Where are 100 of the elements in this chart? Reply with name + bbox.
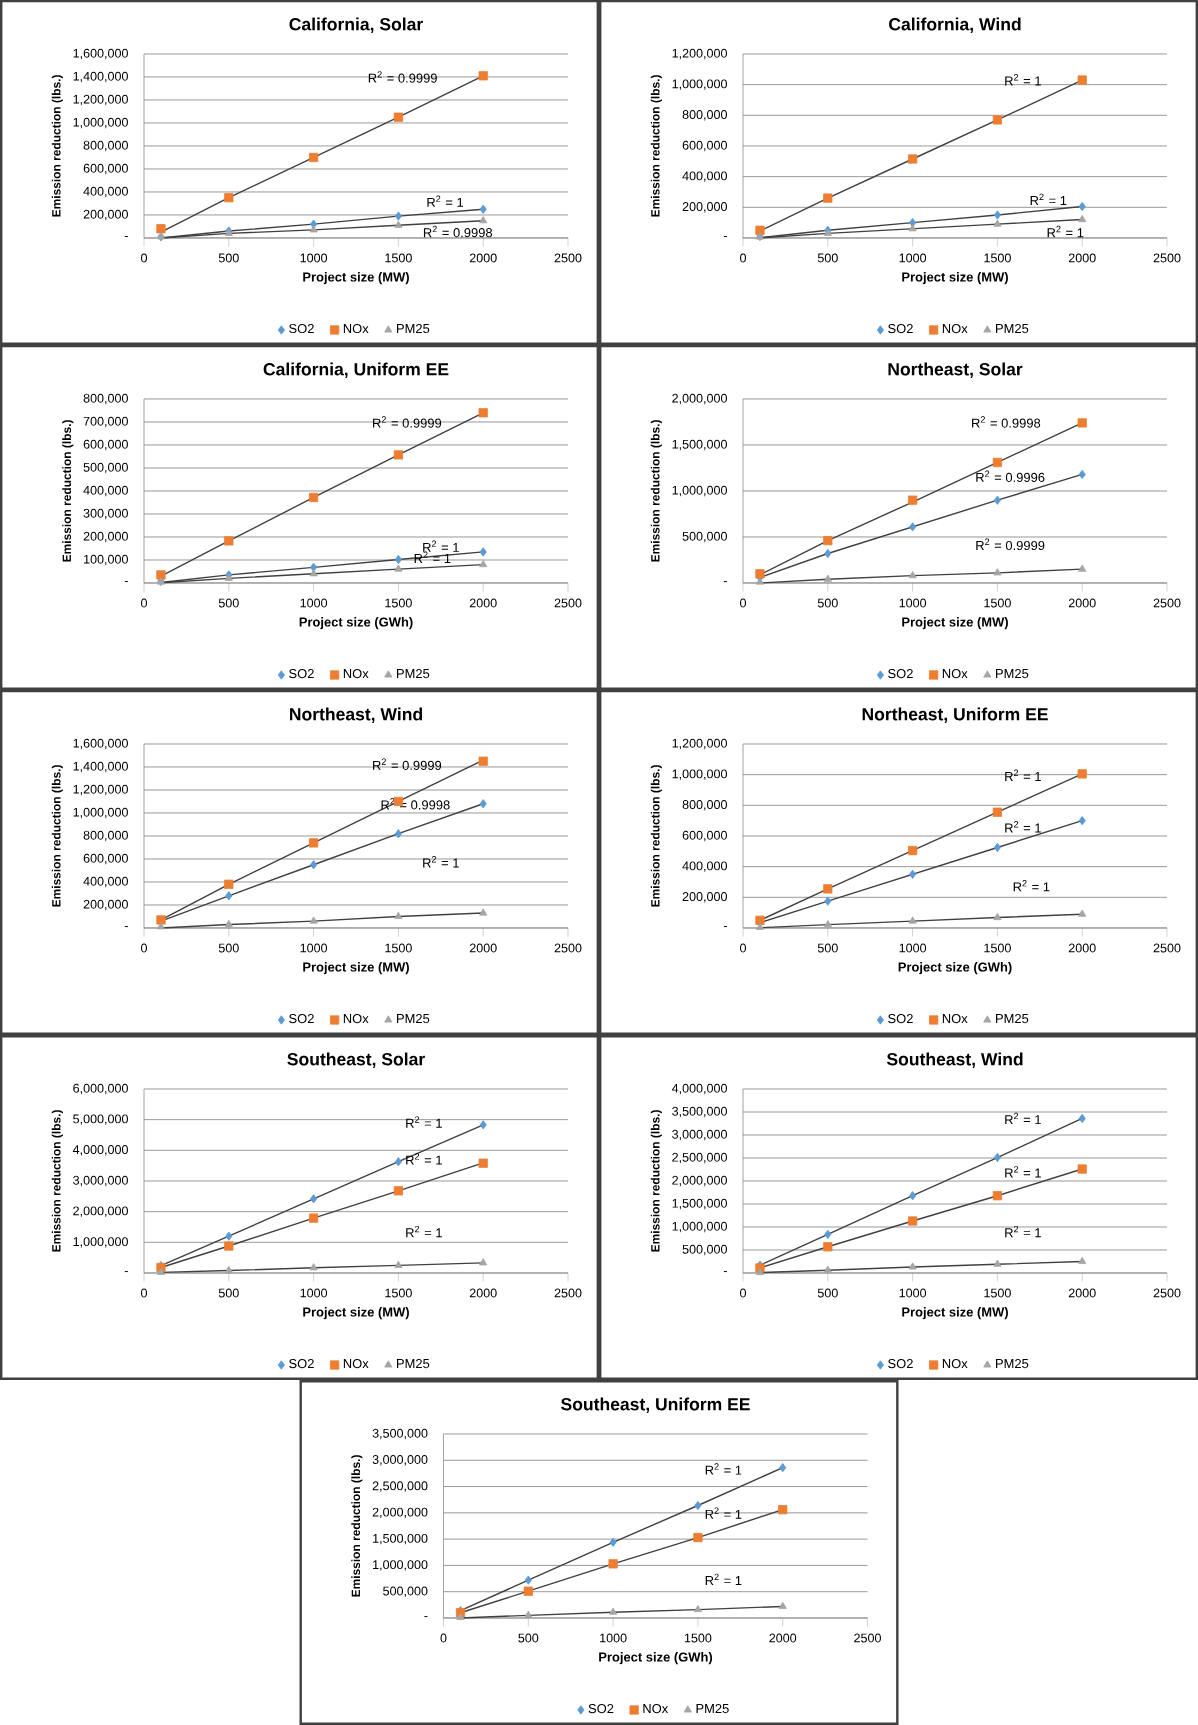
x-tick-label: 1500 — [385, 598, 412, 608]
chart-title: California, Solar — [289, 17, 423, 33]
y-tick-label: 1,000,000 — [73, 1237, 128, 1248]
y-tick-label: 400,000 — [682, 171, 727, 182]
x-tick-label: 1000 — [300, 943, 328, 953]
y-tick-label: 800,000 — [682, 800, 727, 811]
annotation: R$^{2}$ = 1 — [406, 1225, 442, 1238]
y-tick-label: 500,000 — [83, 462, 128, 474]
y-axis-title: Emission reduction (lbs.) — [351, 1455, 363, 1597]
x-tick-label: 1500 — [684, 1633, 712, 1643]
y-tick-label: 200,000 — [682, 892, 727, 903]
x-tick-label: 0 — [740, 253, 747, 263]
x-tick-label: 2000 — [1068, 1288, 1096, 1298]
y-tick-label: 2,000,000 — [672, 1175, 727, 1187]
x-tick-label: 0 — [440, 1633, 447, 1643]
x-tick-label: 0 — [141, 598, 148, 608]
annotation: R$^{2}$ = 0.9999 — [373, 758, 442, 770]
annotation: R$^{2}$ = 0.9999 — [373, 416, 442, 428]
legend-label: NOx — [643, 1703, 669, 1714]
x-tick-label: 1500 — [385, 1288, 412, 1298]
y-axis-title: Emission reduction (lbs.) — [650, 420, 662, 562]
y-tick-label: 1,200,000 — [73, 94, 128, 106]
y-tick-label: 200,000 — [682, 202, 727, 213]
x-tick-label: 1000 — [300, 1288, 328, 1298]
annotation: R$^{2}$ = 1 — [705, 1507, 742, 1519]
x-tick-label: 2500 — [1153, 943, 1181, 953]
legend-label: SO2 — [888, 1013, 913, 1024]
annotation: R$^{2}$ = 1 — [406, 1116, 442, 1128]
annotation: R$^{2}$ = 1 — [1047, 225, 1084, 238]
chart-title: California, Wind — [889, 17, 1021, 33]
x-axis-title: Project size (GWh) — [299, 617, 413, 630]
y-tick-label: 800,000 — [83, 830, 128, 842]
y-tick-label: 500,000 — [682, 1244, 727, 1256]
annotation: R$^{2}$ = 1 — [423, 856, 459, 868]
y-tick-label: 1,400,000 — [73, 761, 128, 773]
legend-label: SO2 — [289, 1359, 314, 1369]
y-tick-label: 3,000,000 — [672, 1129, 727, 1141]
y-tick-label: 1,600,000 — [73, 738, 128, 750]
x-tick-label: 500 — [218, 943, 239, 953]
x-tick-label: 500 — [218, 1288, 239, 1298]
legend-label: PM25 — [696, 1703, 729, 1714]
x-tick-label: 1000 — [899, 943, 927, 953]
annotation: R$^{2}$ = 1 — [705, 1463, 742, 1475]
annotation: R$^{2}$ = 1 — [1005, 769, 1041, 781]
x-axis-title: Project size (MW) — [902, 1307, 1008, 1320]
y-tick-label: 1,200,000 — [672, 738, 727, 750]
chart-title: Northeast, Uniform EE — [862, 707, 1048, 723]
legend-label: PM25 — [996, 668, 1029, 679]
x-tick-label: 2000 — [469, 598, 497, 608]
y-tick-label: 500,000 — [383, 1586, 428, 1597]
y-tick-label: 100,000 — [84, 554, 128, 566]
x-tick-label: 2500 — [1153, 253, 1181, 263]
x-tick-label: 0 — [740, 1288, 747, 1298]
x-axis-title: Project size (MW) — [303, 272, 409, 285]
chart-title: Southeast, Solar — [287, 1052, 425, 1068]
x-tick-label: 2000 — [1068, 253, 1096, 263]
legend-label: SO2 — [289, 1013, 314, 1024]
x-tick-label: 2500 — [554, 943, 582, 953]
x-tick-label: 500 — [817, 943, 838, 953]
y-tick-label: - — [124, 926, 128, 928]
y-tick-label: 800,000 — [83, 393, 128, 405]
annotation: R$^{2}$ = 0.9998 — [972, 416, 1041, 428]
annotation: R$^{2}$ = 1 — [1005, 821, 1041, 833]
y-tick-label: 200,000 — [83, 209, 128, 221]
annotation: R$^{2}$ = 1 — [705, 1573, 742, 1586]
chart-title: Southeast, Uniform EE — [561, 1397, 750, 1413]
y-tick-label: 200,000 — [83, 531, 128, 543]
legend-label: PM25 — [996, 1013, 1029, 1024]
y-tick-label: 400,000 — [682, 861, 727, 872]
y-tick-label: 1,000,000 — [73, 807, 128, 819]
x-axis-title: Project size (MW) — [303, 962, 409, 975]
y-tick-label: 3,500,000 — [672, 1106, 727, 1118]
x-axis-title: Project size (GWh) — [599, 1652, 713, 1665]
x-tick-label: 1000 — [899, 1288, 927, 1298]
x-tick-label: 2000 — [469, 943, 497, 953]
legend-label: PM25 — [996, 1358, 1029, 1369]
x-tick-label: 500 — [817, 253, 838, 263]
legend-label: PM25 — [397, 323, 430, 334]
annotation: R$^{2}$ = 1 — [1005, 1112, 1041, 1125]
legend-label: NOx — [343, 668, 369, 679]
y-axis-title: Emission reduction (lbs.) — [650, 765, 662, 907]
x-tick-label: 1000 — [300, 598, 328, 608]
x-tick-label: 0 — [141, 1288, 148, 1298]
x-tick-label: 500 — [817, 598, 838, 608]
x-tick-label: 0 — [740, 943, 747, 953]
y-tick-label: 1,500,000 — [373, 1533, 428, 1545]
legend-label: NOx — [343, 323, 369, 334]
x-axis-title: Project size (MW) — [303, 1307, 409, 1320]
y-tick-label: 600,000 — [682, 830, 727, 842]
legend-label: SO2 — [289, 323, 314, 334]
legend-label: PM25 — [397, 1013, 430, 1024]
y-tick-label: - — [723, 581, 727, 583]
legend-label: SO2 — [888, 1358, 913, 1369]
legend-label: NOx — [942, 1013, 968, 1024]
y-tick-label: 800,000 — [83, 140, 128, 152]
x-tick-label: 1500 — [984, 1288, 1011, 1298]
y-tick-label: 700,000 — [83, 416, 128, 428]
x-tick-label: 1500 — [984, 253, 1011, 263]
legend-label: NOx — [942, 1358, 968, 1369]
annotation: R$^{2}$ = 0.9998 — [423, 225, 493, 238]
